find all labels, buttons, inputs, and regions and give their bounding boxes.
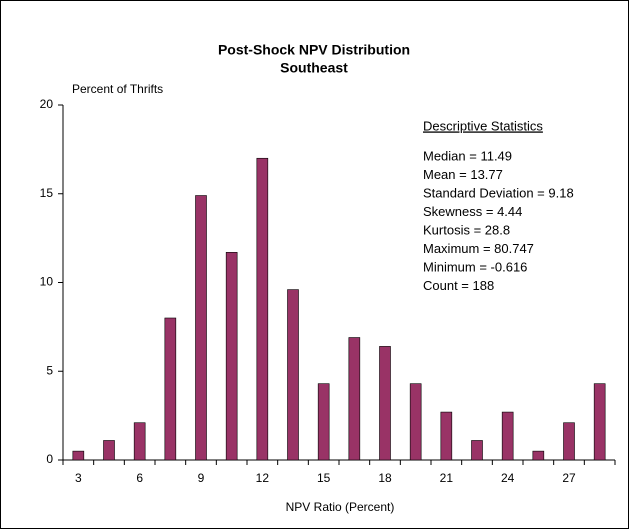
stat-line: Skewness = 4.44 (423, 204, 522, 219)
x-tick-label: 18 (378, 471, 392, 485)
x-tick-label: 6 (136, 471, 143, 485)
bar (501, 411, 514, 461)
x-axis-label: NPV Ratio (Percent) (286, 500, 395, 514)
stat-line: Maximum = 80.747 (423, 241, 534, 256)
bar (103, 440, 115, 461)
bar (164, 317, 177, 461)
bar (133, 422, 146, 461)
bar (409, 383, 422, 461)
y-tick-label: 20 (40, 97, 54, 111)
bar (379, 346, 391, 461)
x-tick-label: 21 (440, 471, 454, 485)
x-tick-label: 3 (75, 471, 82, 485)
bar (593, 383, 606, 461)
x-tick-label: 9 (198, 471, 205, 485)
bar (225, 252, 238, 461)
bar (563, 422, 575, 461)
bar (440, 411, 453, 461)
bar (195, 195, 207, 461)
x-tick-label: 27 (562, 471, 576, 485)
bar (532, 450, 545, 461)
chart-title: Post-Shock NPV Distribution (218, 42, 410, 58)
bar (287, 289, 299, 461)
y-axis-label: Percent of Thrifts (72, 82, 163, 96)
x-tick-label: 24 (501, 471, 515, 485)
stat-line: Count = 188 (423, 278, 494, 293)
stat-line: Median = 11.49 (423, 148, 512, 163)
stats-title: Descriptive Statistics (423, 118, 543, 133)
chart-subtitle: Southeast (280, 60, 348, 76)
x-tick-label: 12 (256, 471, 270, 485)
y-tick-label: 10 (40, 275, 54, 289)
stat-line: Mean = 13.77 (423, 167, 503, 182)
stat-line: Standard Deviation = 9.18 (423, 185, 574, 200)
bar (348, 337, 361, 461)
bar (317, 383, 330, 461)
y-tick-label: 0 (46, 452, 53, 466)
bar (471, 440, 483, 461)
y-tick-label: 5 (46, 363, 53, 377)
bar (256, 157, 269, 461)
bar (72, 450, 85, 461)
y-tick-label: 15 (40, 186, 54, 200)
x-tick-label: 15 (317, 471, 331, 485)
stat-line: Minimum = -0.616 (423, 259, 527, 274)
stat-line: Kurtosis = 28.8 (423, 222, 510, 237)
